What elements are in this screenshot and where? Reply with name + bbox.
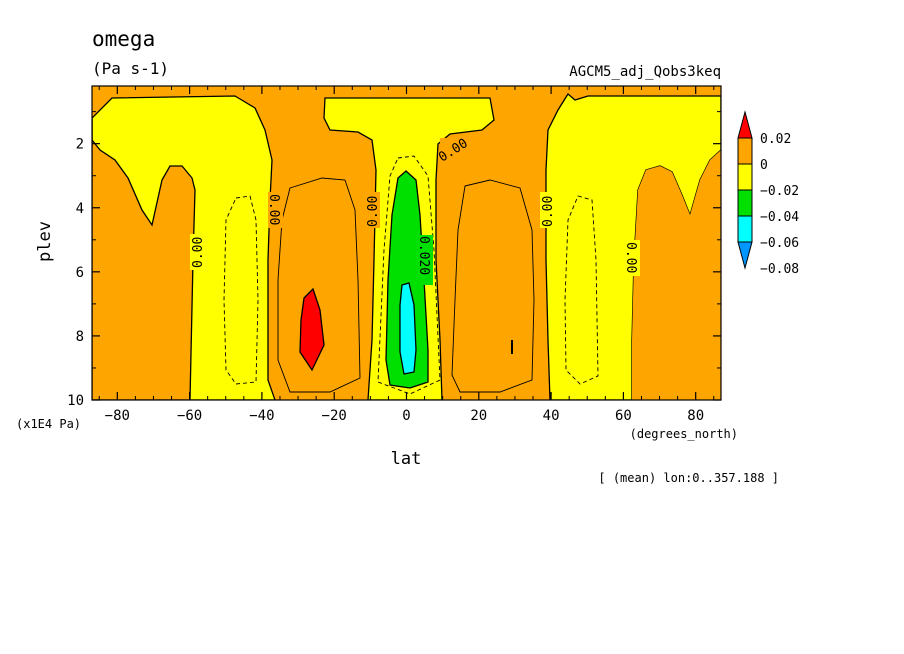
- x-tick-label: 60: [615, 408, 632, 424]
- region-negative-right-notch: [632, 150, 721, 400]
- x-axis-label: lat: [391, 449, 422, 469]
- x-tick-label: 80: [687, 408, 704, 424]
- x-axis-units: (degrees_north): [630, 427, 738, 441]
- legend-label: −0.08: [760, 262, 799, 277]
- legend-swatch-max: [737, 110, 753, 139]
- y-tick-label: 6: [76, 265, 84, 281]
- y-axis: 2 4 6 8 10: [67, 111, 721, 409]
- positive-lobe-right: [451, 179, 535, 393]
- chart-title: omega: [92, 27, 155, 51]
- x-tick-label: −60: [177, 408, 202, 424]
- region-negative-large: [399, 282, 417, 375]
- x-tick-label: 40: [543, 408, 560, 424]
- mean-note: [ (mean) lon:0..357.188 ]: [598, 471, 779, 485]
- region-negative-small-left-notch: [92, 118, 196, 400]
- region-negative-mid: [385, 170, 429, 389]
- x-tick-label: −80: [105, 408, 130, 424]
- y-tick-label: 8: [76, 329, 84, 345]
- y-axis-units: (x1E4 Pa): [16, 417, 81, 431]
- legend-swatch-min: [737, 241, 753, 270]
- legend-label: −0.06: [760, 236, 799, 251]
- x-tick-label: 0: [402, 408, 410, 424]
- x-tick-label: −20: [322, 408, 347, 424]
- contour-label-2: 0.00: [266, 194, 281, 225]
- legend-label: 0: [760, 158, 768, 173]
- legend-swatch: [737, 137, 753, 165]
- contour-label-5: 0.00: [541, 196, 556, 227]
- dashed-contour-center: [377, 155, 441, 395]
- region-positive-max: [299, 287, 325, 372]
- legend-label: −0.04: [760, 210, 799, 225]
- contour-label-3: 0.00: [366, 196, 381, 227]
- x-axis: −80 −60 −40 −20 0 20 40 60 80: [98, 86, 715, 424]
- chart-units: (Pa s-1): [92, 59, 169, 78]
- x-tick-label: −40: [249, 408, 274, 424]
- y-axis-label: plev: [35, 221, 55, 262]
- positive-lobe-left: [277, 177, 361, 393]
- dashed-contour-right: [564, 195, 599, 385]
- legend-label: −0.02: [760, 184, 799, 199]
- color-legend: 0.02 0 −0.02 −0.04 −0.06 −0.08: [737, 110, 799, 277]
- y-tick-label: 2: [76, 137, 84, 153]
- legend-swatch: [737, 189, 753, 217]
- legend-swatch: [737, 163, 753, 191]
- contour-label-1: 0.00: [191, 237, 206, 268]
- contour-labels: 0.00 0.00 0.00 0.00 0.00 0.00 0.020: [190, 136, 640, 285]
- y-tick-label: 4: [76, 201, 84, 217]
- contour-label-6: 0.00: [623, 242, 638, 273]
- contour-label-7: 0.020: [416, 236, 431, 275]
- legend-label: 0.02: [760, 132, 791, 147]
- x-tick-label: 20: [470, 408, 487, 424]
- plot-area: 0.00 0.00 0.00 0.00 0.00 0.00 0.020: [92, 86, 721, 400]
- dataset-label: AGCM5_adj_Qobs3keq: [569, 64, 721, 80]
- dashed-contour-left: [223, 195, 259, 385]
- legend-swatch: [737, 215, 753, 243]
- y-tick-label: 10: [67, 393, 84, 409]
